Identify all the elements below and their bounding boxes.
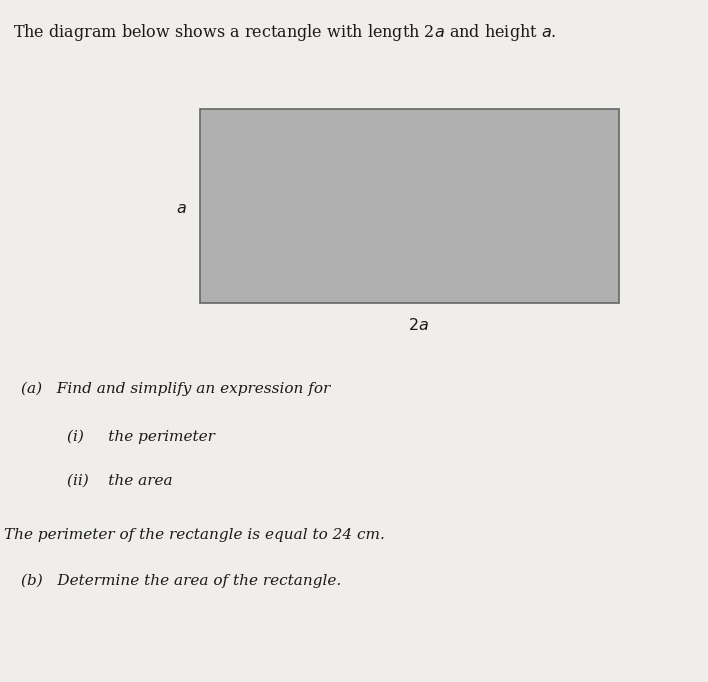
Text: (ii)    the area: (ii) the area [67,474,173,488]
Text: The diagram below shows a rectangle with length 2$a$ and height $a$.: The diagram below shows a rectangle with… [13,22,556,43]
Text: $a$: $a$ [176,200,186,216]
Text: $2a$: $2a$ [408,317,429,334]
Text: (i)     the perimeter: (i) the perimeter [67,429,215,444]
Text: (a)   Find and simplify an expression for: (a) Find and simplify an expression for [21,381,331,396]
Bar [200,109,619,303]
Text: (b)   Determine the area of the rectangle.: (b) Determine the area of the rectangle. [21,574,341,589]
Text: The perimeter of the rectangle is equal to 24 cm.: The perimeter of the rectangle is equal … [4,529,384,542]
